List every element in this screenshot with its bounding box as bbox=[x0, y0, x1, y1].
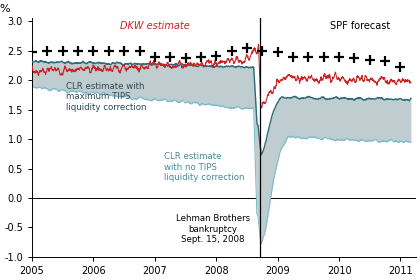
Text: SPF forecast: SPF forecast bbox=[330, 22, 390, 31]
Text: DKW estimate: DKW estimate bbox=[120, 22, 190, 31]
Text: CLR estimate with
maximum TIPS
liquidity correction: CLR estimate with maximum TIPS liquidity… bbox=[66, 82, 146, 112]
Text: Lehman Brothers
bankruptcy
Sept. 15, 2008: Lehman Brothers bankruptcy Sept. 15, 200… bbox=[176, 214, 250, 244]
Text: %: % bbox=[0, 4, 10, 14]
Text: CLR estimate
with no TIPS
liquidity correction: CLR estimate with no TIPS liquidity corr… bbox=[164, 152, 244, 182]
